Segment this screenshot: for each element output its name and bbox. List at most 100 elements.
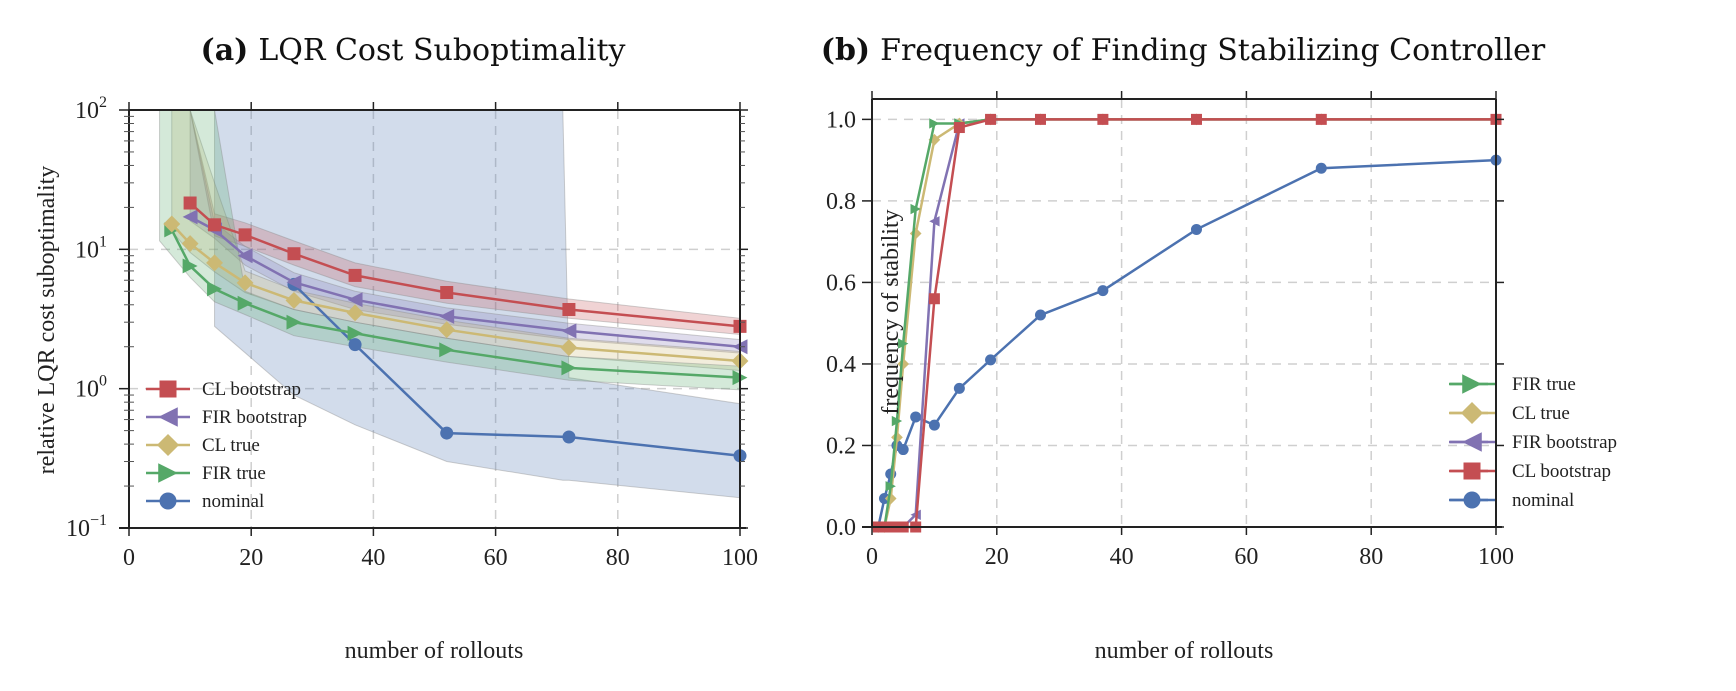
legend-label: FIR bootstrap [1512,432,1617,453]
series-cl-bootstrap [183,196,747,333]
point-cl-true [346,304,364,322]
x-tick-label: 60 [1234,544,1258,570]
point-cl-bootstrap [1315,113,1327,125]
legend-label: nominal [1512,490,1574,511]
point-fir-true [561,360,577,376]
x-tick-label: 0 [123,545,135,571]
panel-b-ylabel: frequency of stability [878,209,904,414]
panel-a-ylabel: relative LQR cost suboptimality [34,166,60,475]
point-nominal [562,430,576,444]
legend-item-nominal: nominal [1449,490,1574,511]
point-fir-true [439,342,455,358]
point-cl-true [928,133,941,146]
legend-item-fir-true: FIR true [146,463,266,484]
legend-item-cl-bootstrap: CL bootstrap [146,379,301,400]
point-cl-bootstrap [348,268,362,282]
x-tick-label: 60 [484,545,508,571]
legend-item-cl-bootstrap: CL bootstrap [1449,461,1611,482]
point-cl-bootstrap [208,218,222,232]
point-cl-true [438,321,456,339]
point-nominal [1190,223,1202,235]
panel-b: (b) Frequency of Finding Stabilizing Cont… [821,33,1617,664]
x-tick-label: 100 [722,545,758,571]
x-tick-label: 40 [361,545,385,571]
point-cl-true [206,254,223,272]
point-cl-bootstrap [562,302,576,316]
x-tick-label: 40 [1110,544,1134,570]
point-nominal [1034,309,1046,321]
legend-item-cl-true: CL true [1449,401,1570,425]
point-cl-bootstrap [287,247,301,261]
point-fir-true [286,314,302,330]
y-tick-label: 100 [75,373,107,403]
panel-a-label: (a) [201,33,249,68]
point-nominal [1097,285,1109,297]
legend-label: CL bootstrap [202,379,301,400]
point-nominal [1315,162,1327,174]
legend-marker-cl-bootstrap [1463,462,1481,480]
point-cl-bootstrap [953,122,965,134]
point-fir-true [207,281,223,297]
point-fir-bootstrap [929,216,940,227]
x-tick-label: 80 [1359,544,1383,570]
line-nominal [877,158,1497,528]
panel-a-title: (a) LQR Cost Suboptimality [201,33,626,68]
legend-marker-cl-true [156,433,180,457]
panel-b-axes: 0 20 40 60 80 100 0.0 0.2 0.4 0.6 0.8 1.0 [826,91,1514,570]
x-tick-label: 0 [866,544,878,570]
point-cl-true [285,291,303,309]
panel-a-axes: 0 20 40 60 80 100 10−1 100 101 102 [66,94,758,571]
legend-marker-fir-true [158,463,178,483]
panel-b-lines [872,113,1502,533]
panel-a: (a) LQR Cost Suboptimality 0 20 40 60 80 100 10… [34,33,758,664]
point-fir-true [182,258,198,274]
legend-label: FIR true [202,463,266,484]
panel-b-legend: FIR true CL true FIR bootstrap CL bootstrap… [1449,374,1617,511]
y-tick-label: 10−1 [66,512,107,542]
point-cl-true [181,235,199,253]
panel-b-xlabel: number of rollouts [1095,638,1274,664]
y-tick-label: 0.0 [826,515,856,541]
panel-b-title-text: Frequency of Finding Stabilizing Control… [880,33,1546,68]
panel-a-title-text: LQR Cost Suboptimality [258,33,625,68]
point-cl-bootstrap [1190,113,1202,125]
legend-label: FIR true [1512,374,1576,395]
line-cl-bootstrap [878,118,1496,529]
point-fir-bootstrap [347,292,363,308]
y-tick-label: 1.0 [826,107,856,133]
y-tick-label: 102 [75,94,107,124]
point-cl-bootstrap [183,196,197,210]
point-nominal [897,444,909,456]
point-fir-true [891,415,903,427]
point-fir-true [885,481,896,492]
panel-a-xlabel: number of rollouts [345,638,524,664]
point-cl-bootstrap [1097,113,1109,125]
legend-item-nominal: nominal [146,491,264,512]
point-fir-bootstrap [182,209,198,225]
point-cl-bootstrap [440,285,454,299]
panel-b-label: (b) [821,33,870,68]
series-fir-bootstrap [873,114,1502,533]
panel-b-grid [872,99,1496,527]
point-cl-true [909,227,922,240]
point-fir-true [237,295,253,311]
legend-label: nominal [202,491,264,512]
point-cl-true [560,339,578,357]
legend-marker-nominal [1463,491,1481,509]
legend-label: CL true [202,435,260,456]
series-fir-true [873,114,1502,533]
y-tick-label: 0.2 [826,433,856,459]
point-cl-true [163,215,181,233]
legend-label: FIR bootstrap [202,407,307,428]
point-fir-true [898,338,909,349]
panel-a-legend: CL bootstrap FIR bootstrap CL true FIR true… [146,379,307,512]
series-cl-true [872,113,1502,533]
point-cl-true [236,274,254,292]
series-nominal [872,154,1502,533]
x-tick-label: 80 [606,545,630,571]
point-fir-bootstrap [286,274,302,290]
point-fir-true [929,118,940,129]
point-nominal [440,426,454,440]
legend-item-fir-true: FIR true [1449,374,1576,395]
